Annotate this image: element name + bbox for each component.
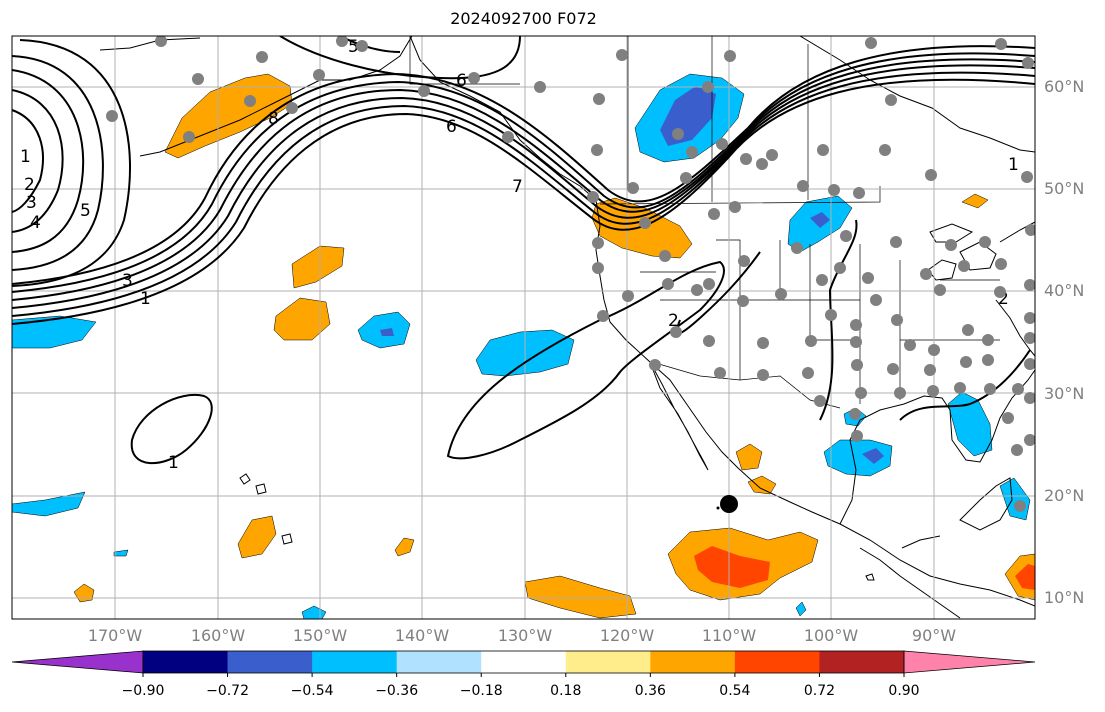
positive-anomaly-region xyxy=(524,575,637,619)
negative-anomaly-region xyxy=(12,491,86,517)
contour-label: 6 xyxy=(456,71,467,91)
colorbar-tick-label: −0.18 xyxy=(459,683,503,699)
lon-label: 140°W xyxy=(394,626,450,645)
contour-label: 1 xyxy=(140,289,151,309)
lon-label: 150°W xyxy=(292,626,348,645)
colorbar-tick-label: −0.54 xyxy=(290,683,334,699)
lat-label: 10°N xyxy=(1044,588,1085,607)
colorbar-tick-label: 0.36 xyxy=(634,683,666,699)
colorbar-segment xyxy=(143,651,229,673)
negative-anomaly-region xyxy=(301,605,327,619)
lat-label: 20°N xyxy=(1044,486,1085,505)
colorbar-tick-label: −0.90 xyxy=(121,683,165,699)
lon-label: 100°W xyxy=(803,626,859,645)
colorbar-tick-label: 0.54 xyxy=(719,683,751,699)
positive-anomaly-region xyxy=(394,537,415,557)
negative-anomaly-region xyxy=(999,477,1031,521)
lon-label: 110°W xyxy=(701,626,757,645)
colorbar-tick-label: 0.90 xyxy=(888,683,920,699)
colorbar-segment xyxy=(312,651,398,673)
negative-anomaly-region xyxy=(380,328,394,336)
colorbar-segment xyxy=(396,651,482,673)
positive-anomaly-region xyxy=(73,583,95,603)
colorbar-segment xyxy=(650,651,736,673)
negative-anomaly-region xyxy=(947,391,993,457)
lon-label: 170°W xyxy=(87,626,143,645)
positive-anomaly-region xyxy=(961,193,989,209)
contour-label: 2 xyxy=(24,175,35,195)
lat-label: 30°N xyxy=(1044,384,1085,403)
colorbar xyxy=(11,650,1036,677)
lon-label: 130°W xyxy=(497,626,553,645)
negative-anomaly-region xyxy=(12,315,97,349)
positive-anomaly-region xyxy=(1015,564,1035,590)
contour-label: 3 xyxy=(122,271,133,291)
colorbar-segment xyxy=(481,651,567,673)
lat-label: 60°N xyxy=(1044,77,1085,96)
lon-label: 160°W xyxy=(190,626,246,645)
contour-label: 5 xyxy=(348,37,359,57)
contour-label: 1 xyxy=(168,453,179,473)
positive-anomaly-region xyxy=(291,245,345,289)
negative-anomaly-region xyxy=(862,448,884,464)
positive-anomaly-region xyxy=(747,475,777,495)
lat-label: 50°N xyxy=(1044,179,1085,198)
negative-anomaly-region xyxy=(810,212,830,228)
storm-center-marker xyxy=(720,495,738,513)
colorbar-extend-min xyxy=(11,650,144,674)
contour-label: 2 xyxy=(998,289,1009,309)
colorbar-tick-label: −0.36 xyxy=(375,683,419,699)
graticule xyxy=(12,36,1035,619)
negative-anomaly-region xyxy=(113,549,129,557)
colorbar-tick-label: 0.18 xyxy=(550,683,582,699)
contour-label: 5 xyxy=(80,201,91,221)
colorbar-tick-label: −0.72 xyxy=(206,683,249,699)
negative-anomaly-region xyxy=(823,439,893,477)
colorbar-tick-label: 0.72 xyxy=(803,683,836,699)
forecast-map: 1 2 3 4 5 6 6 7 8 5 3 1 2 1 1 2 xyxy=(11,35,1036,620)
colorbar-segment xyxy=(227,651,313,673)
positive-anomaly-region xyxy=(237,515,277,559)
colorbar-segment xyxy=(819,651,905,673)
contour-label: 1 xyxy=(20,147,31,167)
positive-anomaly-region xyxy=(694,546,770,588)
contour-label: 4 xyxy=(30,213,41,233)
positive-anomaly-region xyxy=(735,443,763,471)
station-markers xyxy=(106,36,1035,512)
lon-label: 90°W xyxy=(911,626,957,645)
colorbar-segment xyxy=(565,651,651,673)
contour-label: 7 xyxy=(512,177,523,197)
lat-label: 40°N xyxy=(1044,281,1085,300)
colorbar-segment xyxy=(734,651,820,673)
contour-label: 2 xyxy=(668,311,679,331)
lon-label: 120°W xyxy=(599,626,655,645)
contour-label: 3 xyxy=(26,193,37,213)
map-frame xyxy=(11,35,1036,620)
map-title: 2024092700 F072 xyxy=(450,9,597,28)
contour-label: 8 xyxy=(268,109,279,129)
positive-anomaly-region xyxy=(273,297,331,341)
contour-labels: 1 2 3 4 5 6 6 7 8 5 3 1 2 1 1 2 xyxy=(20,37,1019,473)
colorbar-frame xyxy=(142,650,905,674)
contour-lines xyxy=(12,36,1035,464)
colorbar-extend-max xyxy=(903,650,1036,674)
negative-anomaly-region xyxy=(795,601,807,617)
contour-label: 6 xyxy=(446,117,457,137)
contour-label: 1 xyxy=(1008,155,1019,175)
anomaly-fills xyxy=(12,73,1035,619)
